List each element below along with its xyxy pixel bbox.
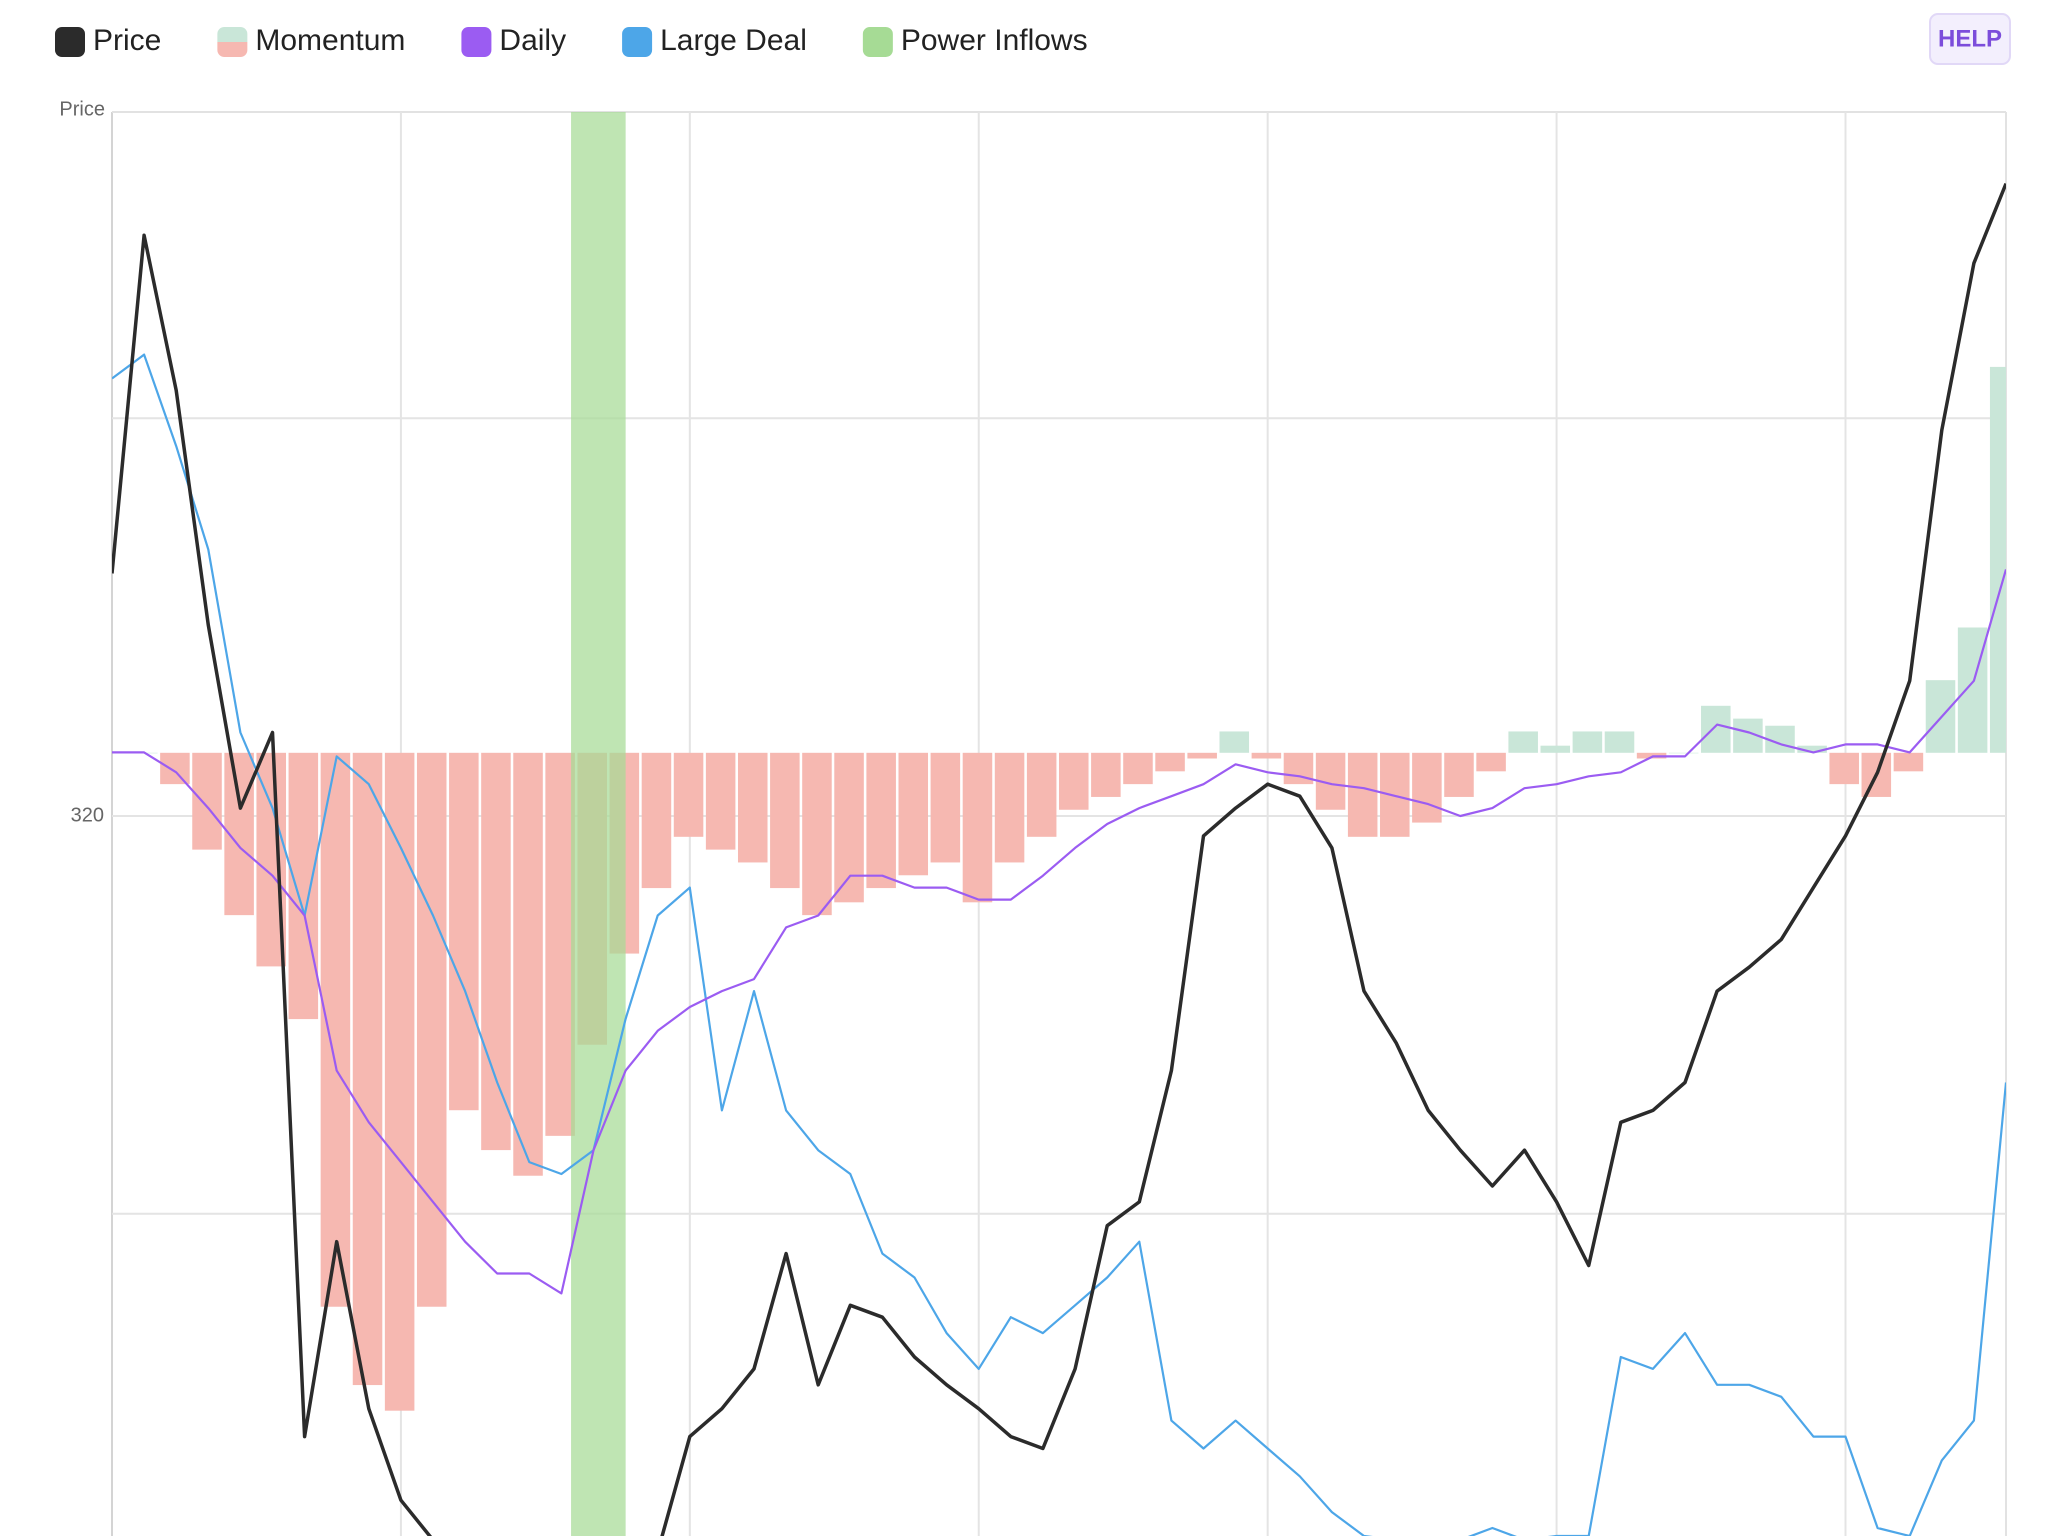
- momentum-bar: [481, 752, 511, 1151]
- momentum-bar: [513, 752, 543, 1176]
- momentum-bar: [898, 752, 929, 876]
- momentum-bar: [1412, 752, 1442, 823]
- legend-label: Daily: [499, 24, 566, 57]
- momentum-bar: [1540, 745, 1571, 753]
- momentum-bar: [1989, 366, 2006, 753]
- momentum-bar: [1187, 752, 1217, 759]
- momentum-bar: [320, 752, 351, 1307]
- y-tick-label: 320: [71, 804, 104, 826]
- legend-swatch: [461, 27, 492, 57]
- momentum-bar: [288, 752, 319, 1020]
- momentum-bar: [449, 752, 479, 1111]
- momentum-bar: [1123, 752, 1153, 785]
- momentum-bar: [192, 752, 222, 850]
- momentum-bar: [1026, 752, 1057, 837]
- series-line: [112, 353, 2006, 1536]
- momentum-bar: [1476, 752, 1506, 772]
- momentum-bar: [770, 752, 800, 889]
- momentum-bar: [1219, 731, 1250, 753]
- momentum-bar: [705, 752, 736, 850]
- momentum-bar: [1059, 752, 1089, 810]
- momentum-bar: [384, 752, 415, 1411]
- momentum-bar: [1444, 752, 1474, 797]
- momentum-bar: [994, 752, 1025, 863]
- momentum-bar: [352, 752, 383, 1386]
- momentum-bar: [1701, 705, 1731, 753]
- series-line: [112, 569, 2006, 1295]
- momentum-bar: [1797, 745, 1827, 753]
- y-axis-label: Price: [59, 98, 105, 120]
- momentum-bar: [962, 752, 993, 903]
- series-line: [112, 182, 2006, 1536]
- momentum-bar: [1604, 731, 1635, 753]
- momentum-bar: [673, 752, 704, 837]
- legend-label: Power Inflows: [901, 24, 1088, 57]
- momentum-bar: [1508, 731, 1538, 753]
- momentum-bar: [160, 752, 190, 785]
- momentum-bar: [1155, 752, 1185, 772]
- legend-swatch: [217, 27, 248, 57]
- plot-area: [112, 112, 2006, 1536]
- momentum-bar: [641, 752, 672, 889]
- momentum-bar: [834, 752, 864, 903]
- momentum-bar: [1251, 752, 1282, 759]
- momentum-bar: [1636, 752, 1667, 759]
- momentum-bar: [1668, 752, 1699, 754]
- legend-swatch: [862, 27, 893, 57]
- help-button[interactable]: [1929, 13, 2011, 65]
- momentum-bar: [930, 752, 961, 863]
- help-label[interactable]: HELP: [1938, 25, 2002, 52]
- momentum-bar: [1091, 752, 1121, 797]
- legend-swatch: [55, 27, 85, 57]
- legend-label: Large Deal: [660, 24, 807, 57]
- momentum-bar: [1893, 752, 1924, 772]
- legend: Price Momentum Daily Large Deal Power Inflow…: [55, 24, 1088, 57]
- momentum-bar: [545, 752, 575, 1136]
- momentum-bar: [1572, 731, 1603, 753]
- legend-label: Price: [93, 24, 161, 57]
- legend-label: Momentum: [255, 24, 405, 57]
- momentum-bar: [737, 752, 768, 863]
- momentum-bar: [802, 752, 832, 916]
- momentum-bar: [416, 752, 447, 1307]
- momentum-bar: [1829, 752, 1859, 785]
- momentum-bar: [1347, 752, 1378, 837]
- power-inflow-band: [571, 112, 626, 1536]
- momentum-bar: [866, 752, 896, 889]
- legend-swatch: [622, 27, 653, 57]
